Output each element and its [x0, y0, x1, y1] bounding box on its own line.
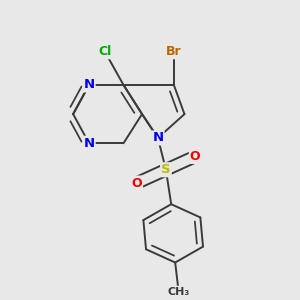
Text: CH₃: CH₃ [167, 287, 190, 297]
Text: S: S [161, 163, 171, 176]
Text: O: O [190, 150, 200, 163]
Text: Cl: Cl [98, 45, 112, 58]
Text: Br: Br [166, 45, 182, 58]
Text: N: N [152, 131, 164, 144]
Text: N: N [83, 137, 94, 150]
Text: N: N [83, 78, 94, 92]
Text: O: O [131, 176, 142, 190]
